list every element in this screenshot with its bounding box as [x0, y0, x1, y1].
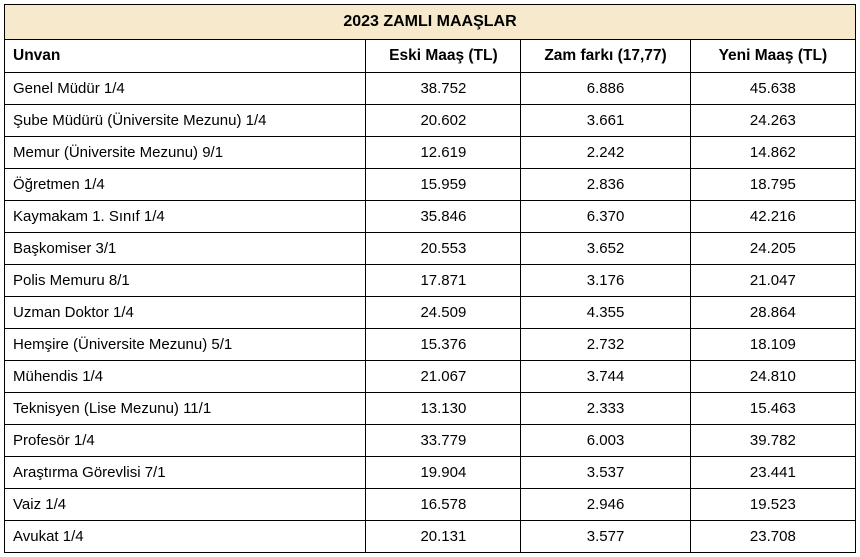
header-eski: Eski Maaş (TL)	[366, 40, 521, 73]
cell-eski: 13.130	[366, 393, 521, 425]
table-row: Kaymakam 1. Sınıf 1/435.8466.37042.216	[5, 201, 856, 233]
cell-unvan: Mühendis 1/4	[5, 361, 366, 393]
cell-eski: 21.067	[366, 361, 521, 393]
table-row: Uzman Doktor 1/424.5094.35528.864	[5, 297, 856, 329]
cell-unvan: Profesör 1/4	[5, 425, 366, 457]
header-fark: Zam farkı (17,77)	[521, 40, 690, 73]
cell-yeni: 23.441	[690, 457, 855, 489]
table-row: Şube Müdürü (Üniversite Mezunu) 1/420.60…	[5, 105, 856, 137]
table-row: Öğretmen 1/415.9592.83618.795	[5, 169, 856, 201]
table-header-row: Unvan Eski Maaş (TL) Zam farkı (17,77) Y…	[5, 40, 856, 73]
cell-yeni: 24.810	[690, 361, 855, 393]
cell-yeni: 24.205	[690, 233, 855, 265]
table-row: Avukat 1/420.1313.57723.708	[5, 521, 856, 553]
cell-eski: 19.904	[366, 457, 521, 489]
cell-unvan: Başkomiser 3/1	[5, 233, 366, 265]
cell-eski: 33.779	[366, 425, 521, 457]
cell-eski: 38.752	[366, 73, 521, 105]
cell-unvan: Avukat 1/4	[5, 521, 366, 553]
table-title: 2023 ZAMLI MAAŞLAR	[5, 5, 856, 40]
cell-unvan: Kaymakam 1. Sınıf 1/4	[5, 201, 366, 233]
cell-yeni: 24.263	[690, 105, 855, 137]
cell-fark: 4.355	[521, 297, 690, 329]
cell-yeni: 18.109	[690, 329, 855, 361]
table-row: Polis Memuru 8/117.8713.17621.047	[5, 265, 856, 297]
cell-fark: 6.003	[521, 425, 690, 457]
cell-eski: 15.376	[366, 329, 521, 361]
table-row: Hemşire (Üniversite Mezunu) 5/115.3762.7…	[5, 329, 856, 361]
cell-fark: 3.744	[521, 361, 690, 393]
cell-fark: 2.242	[521, 137, 690, 169]
cell-unvan: Öğretmen 1/4	[5, 169, 366, 201]
table-row: Teknisyen (Lise Mezunu) 11/113.1302.3331…	[5, 393, 856, 425]
cell-fark: 3.537	[521, 457, 690, 489]
cell-unvan: Polis Memuru 8/1	[5, 265, 366, 297]
table-body: Genel Müdür 1/438.7526.88645.638Şube Müd…	[5, 73, 856, 553]
cell-eski: 15.959	[366, 169, 521, 201]
cell-fark: 3.652	[521, 233, 690, 265]
cell-yeni: 39.782	[690, 425, 855, 457]
header-yeni: Yeni Maaş (TL)	[690, 40, 855, 73]
cell-fark: 6.370	[521, 201, 690, 233]
cell-yeni: 15.463	[690, 393, 855, 425]
cell-yeni: 28.864	[690, 297, 855, 329]
salary-table: 2023 ZAMLI MAAŞLAR Unvan Eski Maaş (TL) …	[4, 4, 856, 553]
table-row: Memur (Üniversite Mezunu) 9/112.6192.242…	[5, 137, 856, 169]
cell-fark: 2.836	[521, 169, 690, 201]
cell-eski: 20.131	[366, 521, 521, 553]
cell-eski: 20.602	[366, 105, 521, 137]
cell-eski: 24.509	[366, 297, 521, 329]
table-row: Profesör 1/433.7796.00339.782	[5, 425, 856, 457]
cell-unvan: Genel Müdür 1/4	[5, 73, 366, 105]
cell-eski: 20.553	[366, 233, 521, 265]
cell-unvan: Uzman Doktor 1/4	[5, 297, 366, 329]
cell-yeni: 42.216	[690, 201, 855, 233]
table-title-row: 2023 ZAMLI MAAŞLAR	[5, 5, 856, 40]
cell-unvan: Araştırma Görevlisi 7/1	[5, 457, 366, 489]
cell-yeni: 45.638	[690, 73, 855, 105]
cell-eski: 35.846	[366, 201, 521, 233]
cell-yeni: 14.862	[690, 137, 855, 169]
cell-yeni: 23.708	[690, 521, 855, 553]
table-row: Mühendis 1/421.0673.74424.810	[5, 361, 856, 393]
cell-fark: 3.577	[521, 521, 690, 553]
cell-unvan: Şube Müdürü (Üniversite Mezunu) 1/4	[5, 105, 366, 137]
cell-fark: 2.333	[521, 393, 690, 425]
cell-yeni: 21.047	[690, 265, 855, 297]
table-row: Genel Müdür 1/438.7526.88645.638	[5, 73, 856, 105]
table-row: Araştırma Görevlisi 7/119.9043.53723.441	[5, 457, 856, 489]
cell-fark: 3.176	[521, 265, 690, 297]
cell-fark: 6.886	[521, 73, 690, 105]
cell-yeni: 18.795	[690, 169, 855, 201]
cell-fark: 2.732	[521, 329, 690, 361]
table-row: Başkomiser 3/120.5533.65224.205	[5, 233, 856, 265]
cell-eski: 12.619	[366, 137, 521, 169]
cell-eski: 17.871	[366, 265, 521, 297]
cell-unvan: Teknisyen (Lise Mezunu) 11/1	[5, 393, 366, 425]
header-unvan: Unvan	[5, 40, 366, 73]
cell-unvan: Memur (Üniversite Mezunu) 9/1	[5, 137, 366, 169]
cell-fark: 3.661	[521, 105, 690, 137]
cell-unvan: Hemşire (Üniversite Mezunu) 5/1	[5, 329, 366, 361]
